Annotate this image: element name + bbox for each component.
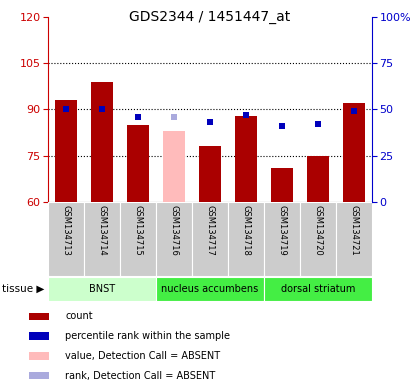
Text: GSM134718: GSM134718 xyxy=(241,205,250,256)
Text: GSM134721: GSM134721 xyxy=(349,205,358,256)
Text: GSM134716: GSM134716 xyxy=(170,205,178,256)
Text: GSM134713: GSM134713 xyxy=(62,205,71,256)
Bar xyxy=(264,277,372,301)
Text: GSM134714: GSM134714 xyxy=(98,205,107,256)
Bar xyxy=(343,103,365,202)
Bar xyxy=(29,372,49,379)
Bar xyxy=(48,202,84,276)
Bar xyxy=(48,277,156,301)
Bar xyxy=(84,202,120,276)
Bar xyxy=(156,202,192,276)
Text: GSM134717: GSM134717 xyxy=(205,205,215,256)
Bar xyxy=(127,125,149,202)
Bar xyxy=(92,82,113,202)
Bar xyxy=(228,202,264,276)
Text: GSM134715: GSM134715 xyxy=(134,205,143,256)
Text: tissue ▶: tissue ▶ xyxy=(2,284,45,294)
Text: GSM134719: GSM134719 xyxy=(277,205,286,256)
Bar xyxy=(199,146,221,202)
Bar xyxy=(156,277,264,301)
Text: percentile rank within the sample: percentile rank within the sample xyxy=(65,331,230,341)
Bar xyxy=(235,116,257,202)
Bar xyxy=(192,202,228,276)
Bar xyxy=(29,352,49,360)
Text: rank, Detection Call = ABSENT: rank, Detection Call = ABSENT xyxy=(65,371,215,381)
Bar xyxy=(271,168,293,202)
Bar xyxy=(300,202,336,276)
Text: GDS2344 / 1451447_at: GDS2344 / 1451447_at xyxy=(129,10,291,23)
Bar xyxy=(336,202,372,276)
Bar xyxy=(163,131,185,202)
Bar xyxy=(120,202,156,276)
Bar xyxy=(29,313,49,320)
Text: count: count xyxy=(65,311,93,321)
Bar xyxy=(307,156,328,202)
Bar xyxy=(264,202,300,276)
Text: nucleus accumbens: nucleus accumbens xyxy=(161,284,259,294)
Text: dorsal striatum: dorsal striatum xyxy=(281,284,355,294)
Bar xyxy=(29,333,49,340)
Text: value, Detection Call = ABSENT: value, Detection Call = ABSENT xyxy=(65,351,220,361)
Text: BNST: BNST xyxy=(89,284,115,294)
Bar xyxy=(55,100,77,202)
Text: GSM134720: GSM134720 xyxy=(313,205,322,256)
